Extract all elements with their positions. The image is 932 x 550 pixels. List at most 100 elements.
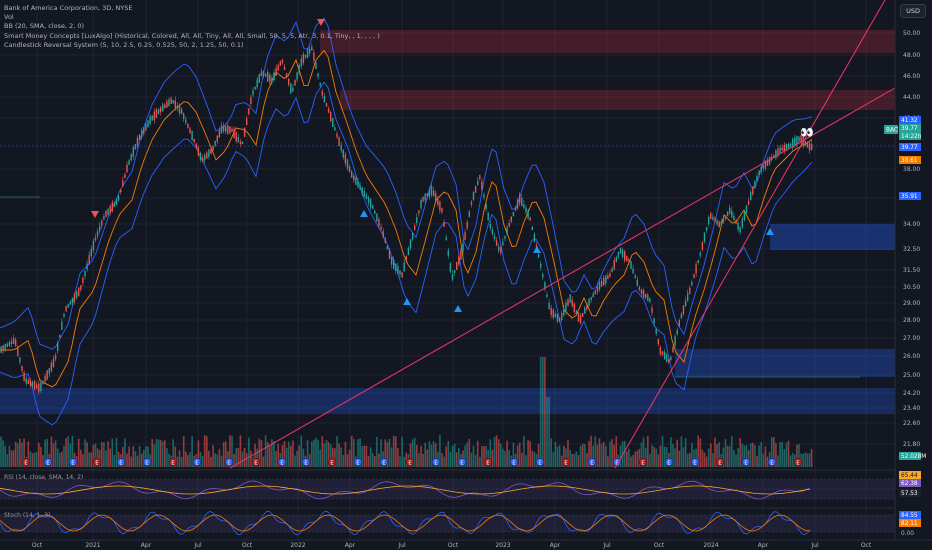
volume-bar [533, 452, 536, 467]
candle-body [143, 127, 145, 134]
candle-body [374, 210, 376, 214]
volume-bar [8, 445, 11, 467]
bb-indicator-label[interactable]: BB (20, SMA, close, 2, 0) [4, 22, 85, 31]
candle-body [294, 79, 296, 86]
candle-body [443, 222, 445, 227]
volume-bar [292, 440, 294, 467]
candle-body [747, 200, 750, 205]
candle-body [678, 320, 680, 326]
candle-body [533, 234, 536, 242]
volume-bar [649, 453, 651, 467]
volume-bar [485, 445, 487, 467]
volume-bar [44, 439, 46, 467]
volume-bar [726, 445, 729, 467]
volume-bar [546, 397, 548, 467]
candle-body [8, 342, 11, 346]
volume-bar [432, 440, 435, 467]
volume-bar [537, 443, 540, 467]
candle-body [785, 143, 788, 151]
candle-body [290, 83, 292, 93]
volume-bar [178, 450, 181, 467]
candle-body [540, 263, 542, 268]
volume-bar [185, 451, 187, 467]
volume-bar [315, 437, 317, 467]
volume-bar [367, 455, 370, 467]
volume-bar [275, 451, 277, 467]
earnings-letter: E [195, 460, 198, 466]
candle-body [659, 347, 662, 354]
earnings-marker-icon [192, 457, 202, 467]
candle-body [437, 198, 439, 206]
candle-body [764, 160, 767, 169]
time-tick-label: Oct [861, 542, 872, 549]
candle-body [82, 278, 84, 284]
earnings-letter: E [512, 460, 515, 466]
rsi-label[interactable]: RSI (14, close, SMA, 14, 2) [4, 474, 84, 481]
volume-bar [229, 435, 231, 467]
candle-body [52, 359, 55, 368]
rsi-band [0, 479, 895, 499]
volume-bar [521, 452, 523, 467]
volume-bar [12, 450, 15, 467]
candle-body [0, 346, 2, 353]
time-tick-label: Oct [448, 542, 459, 549]
volume-bar [201, 456, 204, 467]
volume-bar [474, 454, 477, 467]
candle-body [760, 166, 762, 172]
candle-body [73, 293, 76, 302]
rsi-tag-label: 65.44 [901, 473, 918, 479]
candle-body [145, 123, 147, 131]
volume-bar [329, 444, 332, 467]
symbol-title[interactable]: Bank of America Corporation, 3D, NYSE [4, 4, 133, 12]
time-tick-label: Apr [345, 542, 356, 549]
candle-body [99, 225, 101, 232]
candle-body [512, 211, 515, 217]
price-axis: 50.0048.0046.0044.0042.0038.0036.0034.00… [884, 0, 932, 550]
candle-body [201, 157, 204, 162]
volume-bar [2, 440, 4, 467]
candle-body [195, 143, 197, 149]
candle-body [218, 130, 221, 138]
candle-body [708, 217, 710, 224]
volume-bar [29, 451, 32, 467]
candle-body [483, 194, 485, 198]
candle-body [54, 355, 57, 360]
candle-body [157, 109, 160, 115]
volume-bar [361, 446, 363, 467]
volume-indicator-label[interactable]: Vol [4, 13, 14, 22]
currency-button[interactable]: USD [900, 4, 926, 18]
volume-bar [61, 451, 63, 467]
volume-bar [56, 448, 59, 467]
stoch-tag-label: 0.00 [901, 531, 914, 537]
volume-bar [785, 442, 788, 467]
earnings-marker-icon [379, 457, 389, 467]
candle-body [430, 186, 433, 196]
earnings-marker-icon [664, 457, 674, 467]
candle-body [197, 147, 200, 156]
volume-bar [640, 442, 643, 467]
candle-body [626, 255, 628, 261]
candle-body [632, 268, 634, 274]
volume-bar [357, 439, 359, 467]
volume-bar [739, 437, 741, 467]
smc-indicator-label[interactable]: Smart Money Concepts [LuxAlgo] (Historic… [4, 31, 380, 40]
volume-bar [504, 450, 506, 467]
candle-body [714, 218, 716, 223]
smc-zones [0, 30, 895, 414]
stoch-label[interactable]: Stoch (14, 1, 3) [4, 512, 51, 519]
candle-body [800, 135, 802, 144]
volume-bar [573, 453, 576, 467]
earnings-marker-icon [741, 457, 751, 467]
candle-body [12, 338, 15, 344]
candle-body [346, 159, 349, 169]
volume-bar [287, 441, 290, 467]
candle-body [411, 232, 414, 240]
volume-bar [222, 442, 225, 467]
earnings-marker-icon [92, 457, 102, 467]
volume-bar [434, 443, 437, 467]
volume-bar [153, 444, 156, 467]
crs-indicator-label[interactable]: Candlestick Reversal System (5, 10, 2.5,… [4, 40, 244, 49]
earnings-marker-icon [353, 457, 363, 467]
volume-bar [206, 436, 208, 467]
